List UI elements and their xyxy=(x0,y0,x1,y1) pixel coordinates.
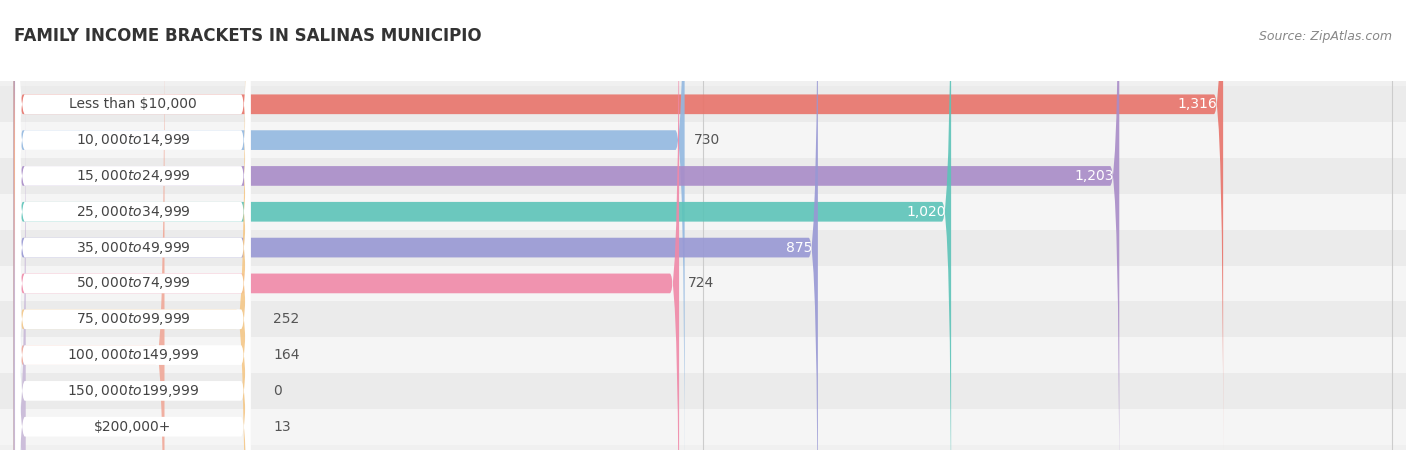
FancyBboxPatch shape xyxy=(0,337,1406,373)
FancyBboxPatch shape xyxy=(15,7,250,450)
FancyBboxPatch shape xyxy=(15,0,250,450)
Text: 1,020: 1,020 xyxy=(905,205,946,219)
Text: 1,316: 1,316 xyxy=(1178,97,1218,111)
FancyBboxPatch shape xyxy=(15,0,250,450)
Text: $100,000 to $149,999: $100,000 to $149,999 xyxy=(66,347,200,363)
FancyBboxPatch shape xyxy=(14,257,21,450)
Text: 730: 730 xyxy=(693,133,720,147)
Text: $25,000 to $34,999: $25,000 to $34,999 xyxy=(76,204,190,220)
FancyBboxPatch shape xyxy=(14,0,950,450)
Text: $200,000+: $200,000+ xyxy=(94,420,172,434)
Text: 724: 724 xyxy=(689,276,714,290)
FancyBboxPatch shape xyxy=(0,122,1406,158)
Text: FAMILY INCOME BRACKETS IN SALINAS MUNICIPIO: FAMILY INCOME BRACKETS IN SALINAS MUNICI… xyxy=(14,27,482,45)
Text: 875: 875 xyxy=(786,241,813,255)
Text: 1,203: 1,203 xyxy=(1074,169,1114,183)
Text: $50,000 to $74,999: $50,000 to $74,999 xyxy=(76,275,190,292)
FancyBboxPatch shape xyxy=(0,86,1406,122)
FancyBboxPatch shape xyxy=(0,302,1406,337)
FancyBboxPatch shape xyxy=(15,0,250,450)
Text: $75,000 to $99,999: $75,000 to $99,999 xyxy=(76,311,190,327)
FancyBboxPatch shape xyxy=(14,0,679,450)
FancyBboxPatch shape xyxy=(0,158,1406,194)
FancyBboxPatch shape xyxy=(14,0,246,450)
FancyBboxPatch shape xyxy=(0,230,1406,266)
Text: Less than $10,000: Less than $10,000 xyxy=(69,97,197,111)
FancyBboxPatch shape xyxy=(14,78,25,450)
Text: $10,000 to $14,999: $10,000 to $14,999 xyxy=(76,132,190,148)
FancyBboxPatch shape xyxy=(0,266,1406,302)
Text: 0: 0 xyxy=(273,384,283,398)
FancyBboxPatch shape xyxy=(14,0,1223,450)
FancyBboxPatch shape xyxy=(15,0,250,450)
Text: $35,000 to $49,999: $35,000 to $49,999 xyxy=(76,239,190,256)
Text: 164: 164 xyxy=(273,348,299,362)
FancyBboxPatch shape xyxy=(14,0,1119,450)
Text: Source: ZipAtlas.com: Source: ZipAtlas.com xyxy=(1258,30,1392,43)
FancyBboxPatch shape xyxy=(15,0,250,450)
FancyBboxPatch shape xyxy=(0,373,1406,409)
FancyBboxPatch shape xyxy=(15,0,250,450)
FancyBboxPatch shape xyxy=(0,194,1406,230)
FancyBboxPatch shape xyxy=(14,0,818,450)
FancyBboxPatch shape xyxy=(15,0,250,450)
FancyBboxPatch shape xyxy=(14,0,685,450)
FancyBboxPatch shape xyxy=(15,42,250,450)
Text: 13: 13 xyxy=(273,420,291,434)
FancyBboxPatch shape xyxy=(14,7,165,450)
Text: 252: 252 xyxy=(273,312,299,326)
Text: $150,000 to $199,999: $150,000 to $199,999 xyxy=(66,383,200,399)
FancyBboxPatch shape xyxy=(15,78,250,450)
Text: $15,000 to $24,999: $15,000 to $24,999 xyxy=(76,168,190,184)
FancyBboxPatch shape xyxy=(0,409,1406,445)
